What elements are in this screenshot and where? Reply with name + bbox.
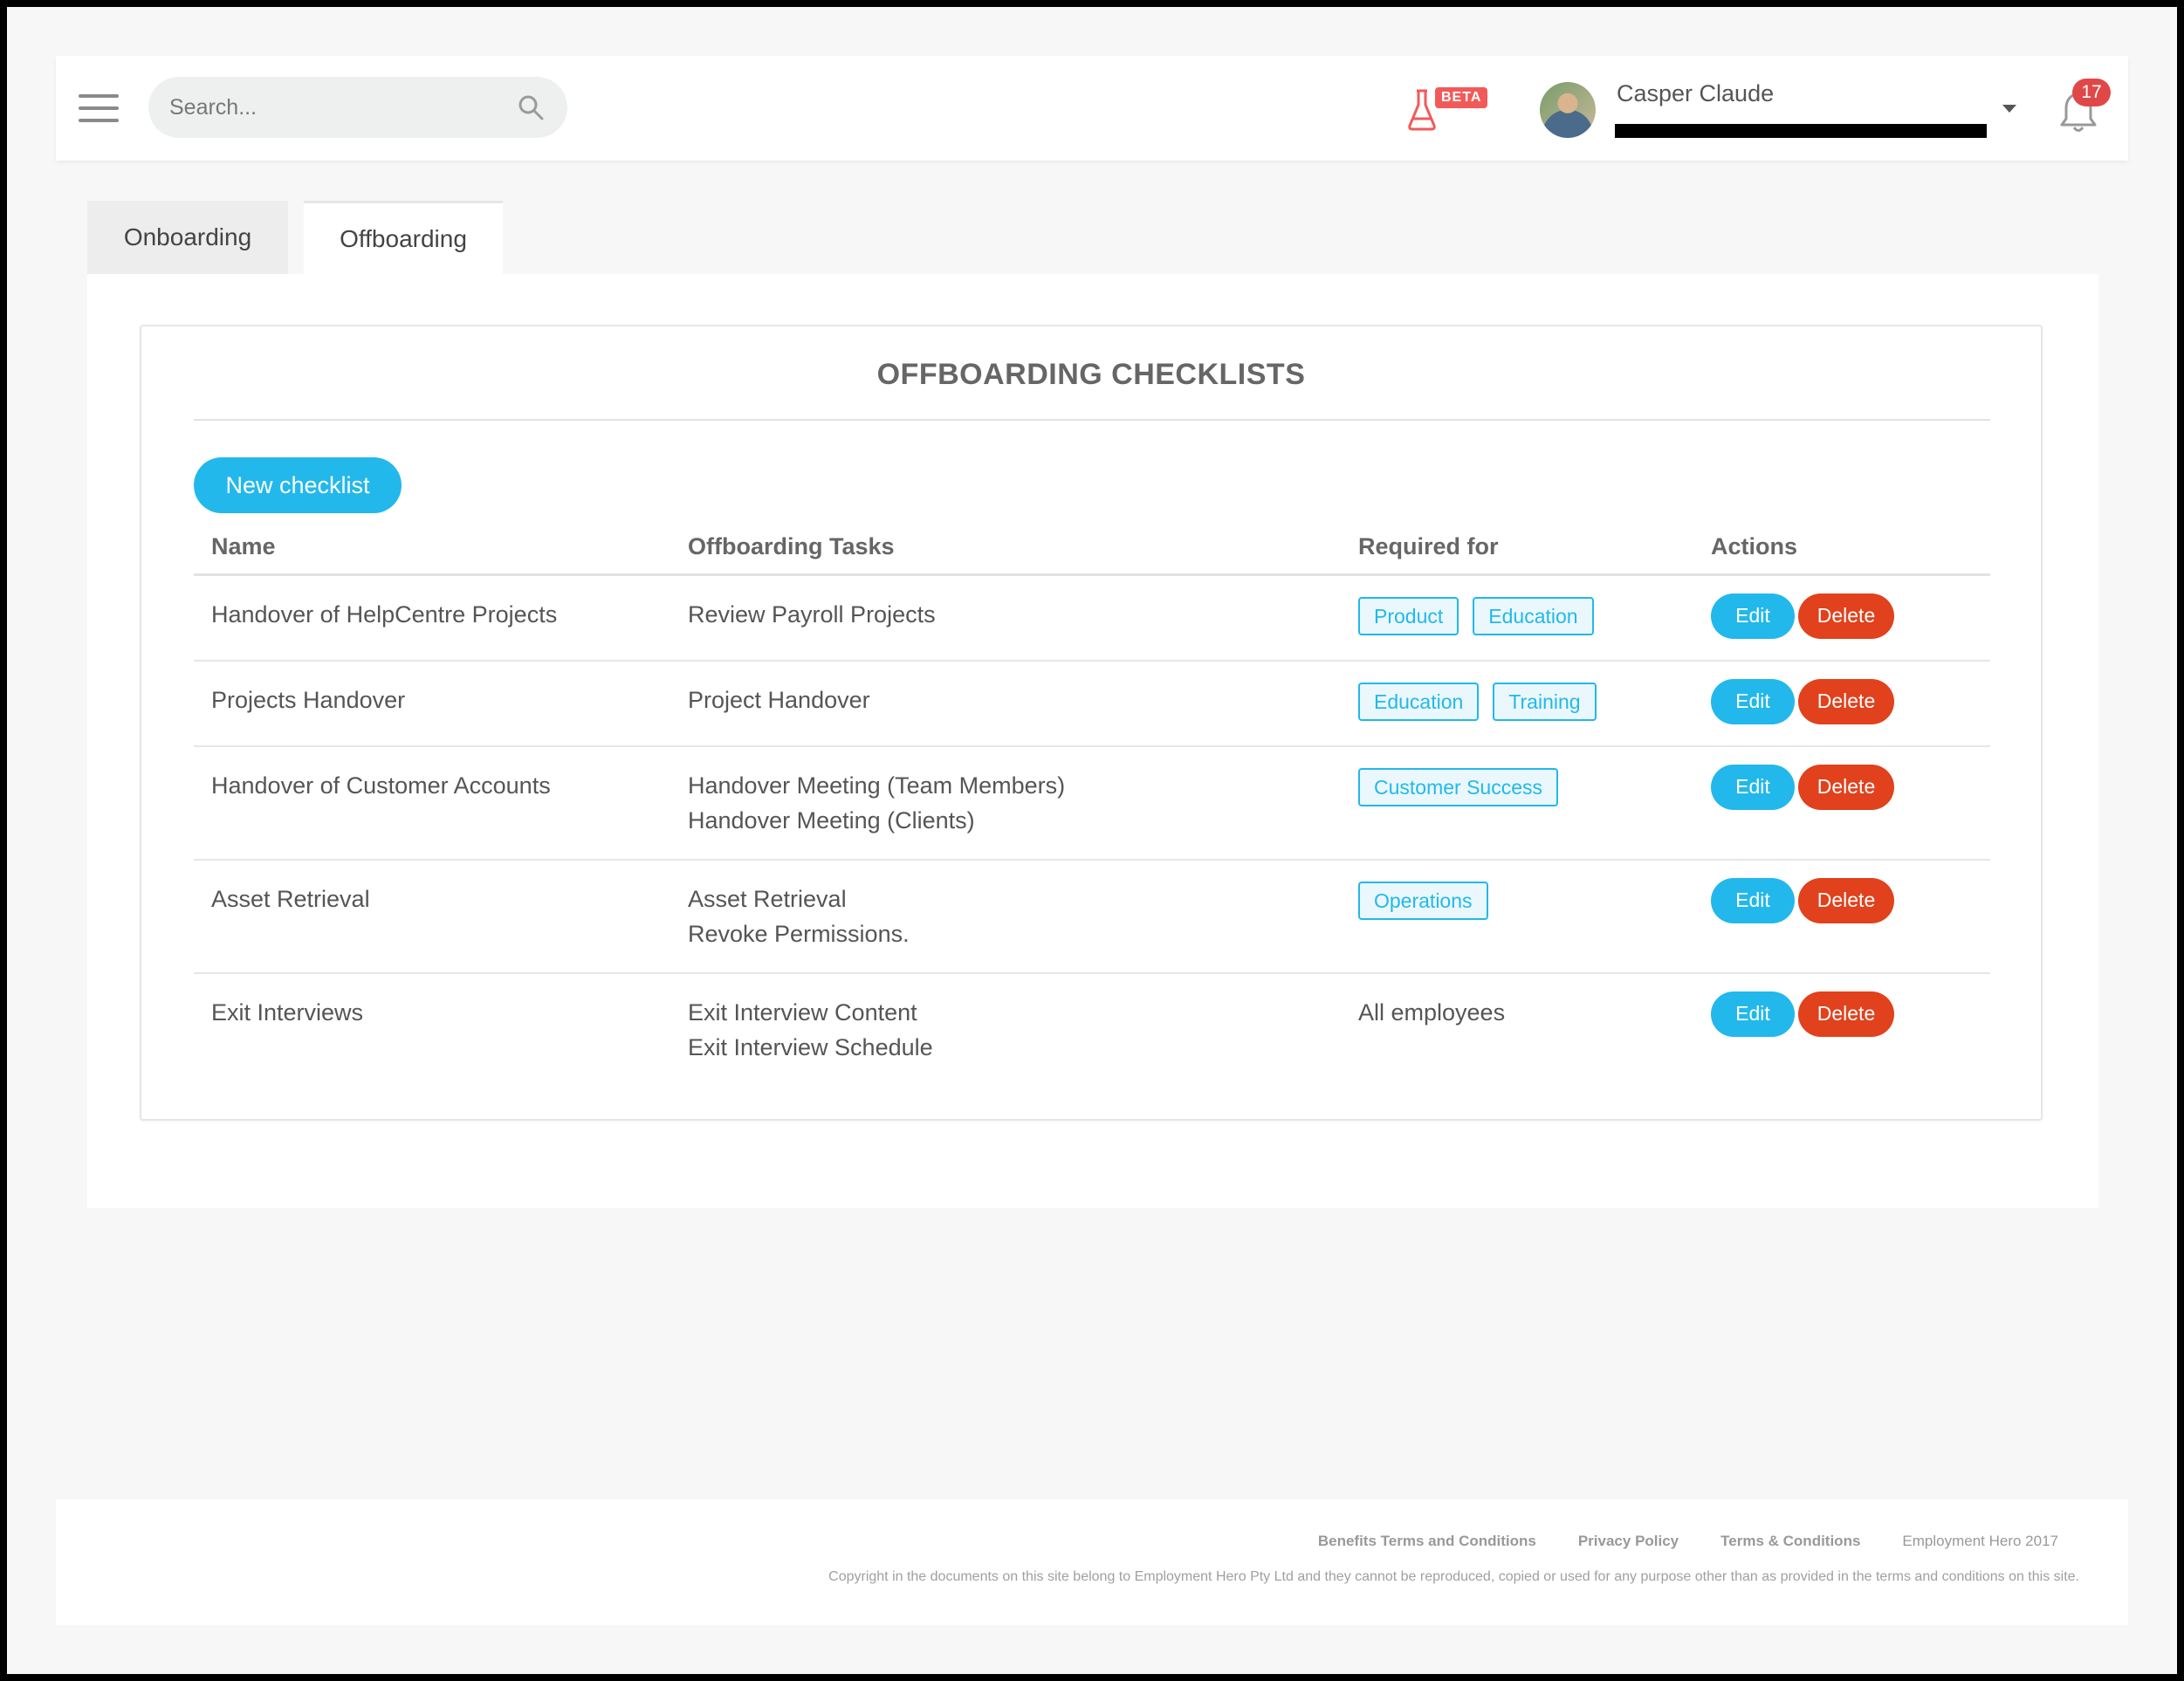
- checklist-tasks: Review Payroll Projects: [670, 574, 1341, 662]
- edit-button[interactable]: Edit: [1711, 991, 1795, 1037]
- copyright-text: Copyright in the documents on this site …: [828, 1569, 2079, 1584]
- task-item: Handover Meeting (Team Members): [688, 772, 1066, 799]
- checklist-required-for: Operations: [1341, 859, 1693, 974]
- avatar[interactable]: [1540, 82, 1596, 138]
- beta-badge: BETA: [1435, 87, 1488, 108]
- new-checklist-button[interactable]: New checklist: [194, 457, 402, 513]
- footer-link-benefits-terms[interactable]: Benefits Terms and Conditions: [1317, 1533, 1536, 1549]
- checklist-required-for: Education Training: [1341, 660, 1693, 747]
- checklist-required-for: All employees: [1341, 973, 1693, 1086]
- notification-count-badge: 17: [2072, 79, 2111, 106]
- delete-button[interactable]: Delete: [1798, 991, 1894, 1037]
- checklist-actions: Edit Delete: [1693, 973, 1990, 1086]
- delete-button[interactable]: Delete: [1798, 764, 1894, 810]
- table-header-row: Name Offboarding Tasks Required for Acti…: [194, 520, 1990, 576]
- edit-button[interactable]: Edit: [1711, 877, 1795, 923]
- checklist-name: Handover of Customer Accounts: [194, 745, 670, 861]
- checklist-actions: Edit Delete: [1693, 745, 1990, 861]
- task-item: Exit Interview Content: [688, 998, 917, 1026]
- page-title: OFFBOARDING CHECKLISTS: [876, 358, 1306, 391]
- search-box: [148, 77, 567, 138]
- column-header-required-for: Required for: [1341, 520, 1693, 576]
- title-divider: [194, 419, 1990, 421]
- checklist-tasks: Asset Retrieval Revoke Permissions.: [670, 859, 1341, 974]
- column-header-name: Name: [194, 520, 670, 576]
- task-item: Handover Meeting (Clients): [688, 806, 975, 834]
- tab-offboarding[interactable]: Offboarding: [304, 201, 503, 274]
- checklist-name: Handover of HelpCentre Projects: [194, 574, 670, 662]
- top-header: BETA Casper Claude 17: [56, 56, 2128, 161]
- task-item: Asset Retrieval: [688, 885, 847, 912]
- checklist-actions: Edit Delete: [1693, 660, 1990, 747]
- checklist-required-for: Product Education: [1341, 574, 1693, 662]
- table-row: Projects Handover Project Handover Educa…: [194, 660, 1990, 747]
- user-name[interactable]: Casper Claude: [1617, 80, 1775, 106]
- team-tag: Operations: [1358, 881, 1488, 920]
- table-row: Handover of Customer Accounts Handover M…: [194, 745, 1990, 861]
- task-item: Revoke Permissions.: [688, 920, 910, 947]
- search-icon[interactable]: [517, 93, 545, 121]
- delete-button[interactable]: Delete: [1798, 593, 1894, 639]
- footer: Benefits Terms and Conditions Privacy Po…: [56, 1499, 2128, 1625]
- footer-link-terms-conditions[interactable]: Terms & Conditions: [1720, 1533, 1861, 1549]
- checklist-tasks: Exit Interview Content Exit Interview Sc…: [670, 973, 1341, 1086]
- column-header-actions: Actions: [1693, 520, 1990, 576]
- footer-brand: Employment Hero 2017: [1902, 1533, 2058, 1549]
- team-tag: Education: [1358, 682, 1480, 721]
- hamburger-icon[interactable]: [79, 94, 119, 122]
- checklist-actions: Edit Delete: [1693, 574, 1990, 662]
- checklist-name: Asset Retrieval: [194, 859, 670, 974]
- flask-icon: [1408, 89, 1436, 131]
- task-item: Exit Interview Schedule: [688, 1033, 933, 1060]
- beta-lab-button[interactable]: BETA: [1407, 82, 1488, 134]
- app-window: BETA Casper Claude 17 Onboarding Offboar…: [7, 7, 2177, 1674]
- column-header-tasks: Offboarding Tasks: [670, 520, 1341, 576]
- team-tag: Customer Success: [1358, 767, 1559, 806]
- checklist-name: Projects Handover: [194, 660, 670, 747]
- edit-button[interactable]: Edit: [1711, 593, 1795, 639]
- search-input[interactable]: [169, 77, 501, 138]
- checklist-required-for: Customer Success: [1341, 745, 1693, 861]
- task-item: Project Handover: [688, 686, 870, 713]
- checklists-card: OFFBOARDING CHECKLISTS New checklist Nam…: [140, 325, 2043, 1121]
- checklist-name: Exit Interviews: [211, 998, 364, 1026]
- chevron-down-icon[interactable]: [2002, 105, 2016, 113]
- edit-button[interactable]: Edit: [1711, 764, 1795, 810]
- table-row: Asset Retrieval Asset Retrieval Revoke P…: [194, 859, 1990, 974]
- team-tag: Education: [1473, 596, 1594, 635]
- required-for-text: All employees: [1358, 998, 1506, 1026]
- checklist-actions: Edit Delete: [1693, 859, 1990, 974]
- table-row: Exit Interviews Exit Interview Content E…: [194, 973, 1990, 1086]
- team-tag: Training: [1493, 682, 1597, 721]
- checklist-tasks: Handover Meeting (Team Members) Handover…: [670, 745, 1341, 861]
- footer-links: Benefits Terms and Conditions Privacy Po…: [1318, 1533, 2058, 1550]
- checklists-table: Name Offboarding Tasks Required for Acti…: [194, 520, 1990, 1086]
- tab-panel: OFFBOARDING CHECKLISTS New checklist Nam…: [87, 274, 2098, 1208]
- redacted-email: [1615, 124, 1987, 138]
- delete-button[interactable]: Delete: [1798, 678, 1894, 724]
- edit-button[interactable]: Edit: [1711, 678, 1795, 724]
- checklist-tasks: Project Handover: [670, 660, 1341, 747]
- team-tag: Product: [1358, 596, 1459, 635]
- task-item: Review Payroll Projects: [688, 600, 936, 628]
- tab-onboarding[interactable]: Onboarding: [87, 201, 288, 274]
- table-row: Handover of HelpCentre Projects Review P…: [194, 574, 1990, 662]
- footer-link-privacy-policy[interactable]: Privacy Policy: [1577, 1533, 1679, 1549]
- delete-button[interactable]: Delete: [1798, 877, 1894, 923]
